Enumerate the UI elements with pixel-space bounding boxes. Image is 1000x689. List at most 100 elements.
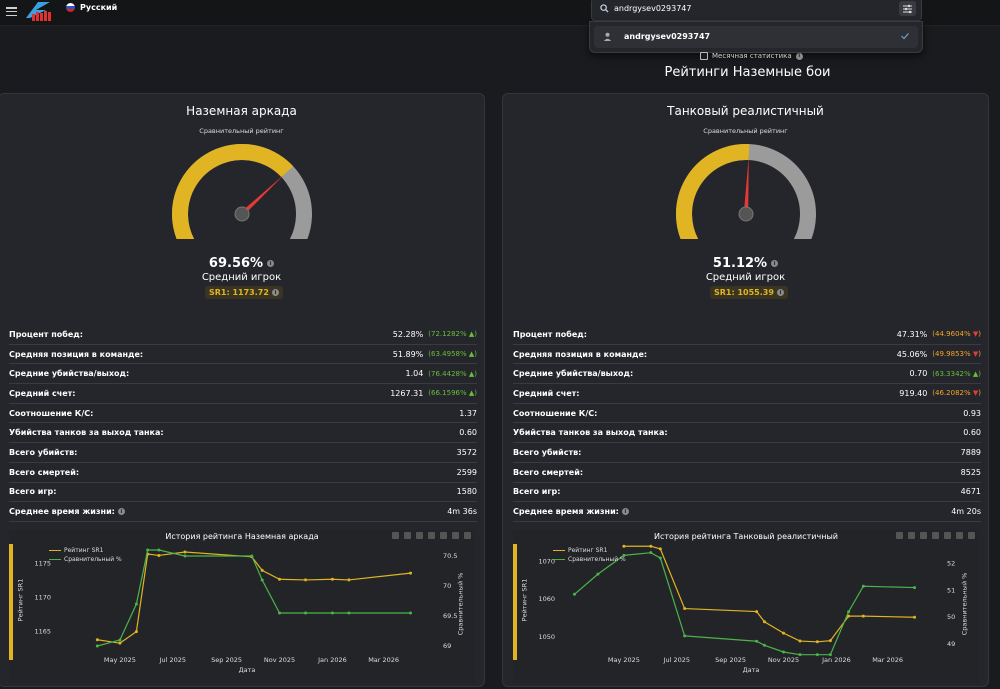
stat-value-text: 1.04: [405, 369, 424, 379]
stat-value: 8525: [961, 468, 981, 477]
sr-value: SR1: 1173.72: [209, 288, 269, 297]
info-icon[interactable]: i: [117, 508, 125, 516]
x-tick-label: Jan 2026: [821, 656, 851, 664]
player-search[interactable]: andrgysev0293747: [591, 0, 922, 21]
stat-row: Всего игр: 4671: [513, 483, 981, 503]
x-tick-label: Nov 2025: [768, 656, 799, 664]
data-point: [649, 551, 653, 555]
stat-label: Убийства танков за выход танка:: [9, 428, 164, 437]
y-tick-label: 1165: [34, 628, 51, 636]
gauge-label: Сравнительный рейтинг: [703, 127, 788, 135]
search-result-item[interactable]: andrgysev0293747: [594, 26, 918, 48]
stat-label-text: Среднее время жизни:: [9, 507, 115, 517]
chart-accent: [513, 544, 517, 660]
chart-toolbar: [392, 532, 471, 539]
stat-label: Средний счет:: [513, 389, 580, 398]
zoom-in-icon[interactable]: [932, 532, 939, 539]
camera-icon[interactable]: [392, 532, 399, 539]
info-icon[interactable]: i: [271, 289, 279, 296]
info-icon[interactable]: i: [776, 289, 784, 296]
stat-label: Среднее время жизни: i: [9, 507, 125, 516]
stat-label: Соотношение К/С:: [513, 409, 597, 418]
stat-label-text: Всего игр:: [9, 487, 57, 497]
legend-item[interactable]: Сравнительный %: [553, 555, 626, 564]
zoom-out-icon[interactable]: [440, 532, 447, 539]
stat-value: 51.89% (63.4958% ▲): [393, 350, 477, 359]
trend-up-icon: ▲: [468, 389, 475, 398]
stat-label: Средний счет:: [9, 389, 76, 398]
zoom-in-icon[interactable]: [428, 532, 435, 539]
info-icon[interactable]: i: [621, 508, 629, 516]
data-point: [347, 578, 351, 582]
gauge-needle: [239, 174, 284, 216]
data-point: [260, 568, 264, 572]
data-point: [183, 550, 187, 554]
rating-gauge: [0, 139, 484, 239]
stat-value-text: 4m 36s: [447, 507, 477, 517]
stat-label-text: Всего убийств:: [513, 447, 582, 457]
pan-icon[interactable]: [920, 532, 927, 539]
language-label: Русский: [80, 3, 118, 12]
data-point: [134, 602, 138, 606]
data-point: [183, 554, 187, 558]
logo[interactable]: [24, 0, 54, 22]
reset-icon[interactable]: [452, 532, 459, 539]
search-result-label: andrgysev0293747: [624, 32, 711, 41]
stat-comparison-text: (66.1596%: [428, 389, 467, 398]
plotly-icon[interactable]: [464, 532, 471, 539]
legend-item[interactable]: Рейтинг SR1: [49, 546, 122, 555]
zoom-icon[interactable]: [908, 532, 915, 539]
reset-icon[interactable]: [956, 532, 963, 539]
stat-value: 47.31% (44.9604% ▼): [897, 330, 981, 339]
stat-comparison-text: (72.1282%: [428, 330, 467, 339]
stat-comparison: (44.9604% ▼): [932, 330, 981, 339]
monthly-stats-toggle[interactable]: Месячная статистика i: [700, 52, 803, 60]
percent-value: 51.12%: [712, 256, 768, 271]
stat-value: 4m 20s: [951, 507, 981, 516]
monthly-stats-checkbox[interactable]: [700, 52, 708, 60]
trend-up-icon: ▲: [972, 369, 979, 378]
x-axis-label: Дата: [743, 666, 760, 674]
sliders-icon: [903, 4, 912, 14]
card-title: Танковый реалистичный: [667, 104, 824, 118]
zoom-icon[interactable]: [404, 532, 411, 539]
legend-item[interactable]: Сравнительный %: [49, 555, 122, 564]
stat-value-text: 0.60: [459, 428, 477, 438]
data-point: [118, 638, 122, 642]
stat-row: Убийства танков за выход танка: 0.60: [513, 423, 981, 444]
rating-history-chart: История рейтинга Наземная аркада May 202…: [9, 530, 475, 683]
stat-value-text: 8525: [960, 467, 981, 477]
stat-row: Среднее время жизни: i 4m 20s: [513, 502, 981, 522]
pan-icon[interactable]: [416, 532, 423, 539]
language-selector[interactable]: Русский: [66, 3, 117, 12]
stat-comparison: (46.2082% ▼): [932, 389, 981, 398]
zoom-out-icon[interactable]: [944, 532, 951, 539]
data-point: [847, 610, 851, 614]
filter-button[interactable]: [899, 1, 916, 16]
legend-item[interactable]: Рейтинг SR1: [553, 546, 626, 555]
data-point: [596, 572, 600, 576]
x-tick-label: May 2025: [608, 656, 640, 664]
plotly-icon[interactable]: [968, 532, 975, 539]
sr-badge: SR1: 1173.72 i: [205, 286, 283, 299]
stat-row: Средняя позиция в команде: 51.89% (63.4958…: [9, 345, 477, 365]
stat-label-text: Всего смертей:: [513, 467, 584, 477]
trend-down-icon: ▼: [972, 330, 979, 339]
data-point: [95, 638, 99, 642]
menu-icon[interactable]: [6, 7, 17, 17]
info-icon[interactable]: i: [795, 52, 803, 60]
stat-row: Средние убийства/выход: 0.70 (63.3342% ▲): [513, 364, 981, 385]
trend-down-icon: ▼: [972, 350, 979, 359]
data-point: [118, 641, 122, 645]
y2-tick-label: 49: [947, 640, 955, 648]
search-input[interactable]: andrgysev0293747: [614, 4, 692, 13]
info-icon[interactable]: i: [771, 260, 779, 267]
y2-axis-label: Сравнительный %: [960, 572, 969, 636]
stat-row: Средний счет: 1267.31 (66.1596% ▲): [9, 384, 477, 404]
stat-row: Средний счет: 919.40 (46.2082% ▼): [513, 384, 981, 404]
data-point: [304, 611, 308, 615]
info-icon[interactable]: i: [267, 260, 275, 267]
camera-icon[interactable]: [896, 532, 903, 539]
data-point: [146, 548, 150, 552]
y2-tick-label: 51: [947, 586, 955, 594]
